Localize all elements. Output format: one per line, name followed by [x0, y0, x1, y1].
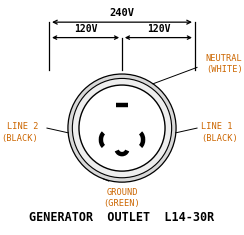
Circle shape	[68, 74, 176, 182]
Text: 120V: 120V	[147, 24, 170, 34]
Text: LINE 2
(BLACK): LINE 2 (BLACK)	[1, 122, 38, 143]
Text: 240V: 240V	[110, 8, 134, 18]
Text: LINE 1
(BLACK): LINE 1 (BLACK)	[202, 122, 238, 143]
Text: GROUND
(GREEN): GROUND (GREEN)	[104, 188, 140, 208]
Circle shape	[79, 85, 165, 171]
Text: 120V: 120V	[74, 24, 97, 34]
Text: NEUTRAL
(WHITE): NEUTRAL (WHITE)	[206, 54, 243, 74]
Text: GENERATOR  OUTLET  L14-30R: GENERATOR OUTLET L14-30R	[29, 211, 215, 224]
Circle shape	[72, 78, 172, 178]
